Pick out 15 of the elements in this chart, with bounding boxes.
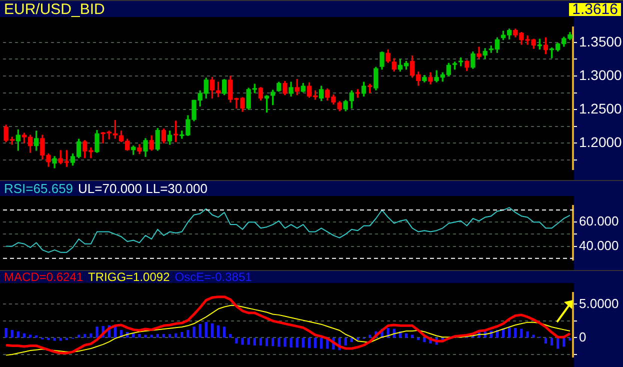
y-tick-label: 1.3500 xyxy=(579,33,622,50)
y-tick-label: 1.3000 xyxy=(579,66,622,83)
y-tick-label: 1.2000 xyxy=(579,134,622,150)
chart-subtitle: UL=70.000 LL=30.000 xyxy=(78,181,208,196)
y-tick-label: 60.000 xyxy=(579,214,619,229)
text: TRIGG=1.0092 xyxy=(88,270,170,284)
y-tick-label: 5.0000 xyxy=(579,296,619,311)
text: MACD=0.6241 xyxy=(4,270,84,284)
y-tick-label: 0 xyxy=(579,329,586,344)
chart-title: EUR/USD_BID xyxy=(4,1,105,18)
y-tick-label: 1.2500 xyxy=(579,100,622,116)
y-tick-label: 40.000 xyxy=(579,238,619,253)
text: 1.3616 xyxy=(569,1,621,18)
text: RSI=65.659 xyxy=(4,181,74,196)
text: OscE=-0.3851 xyxy=(174,270,252,284)
